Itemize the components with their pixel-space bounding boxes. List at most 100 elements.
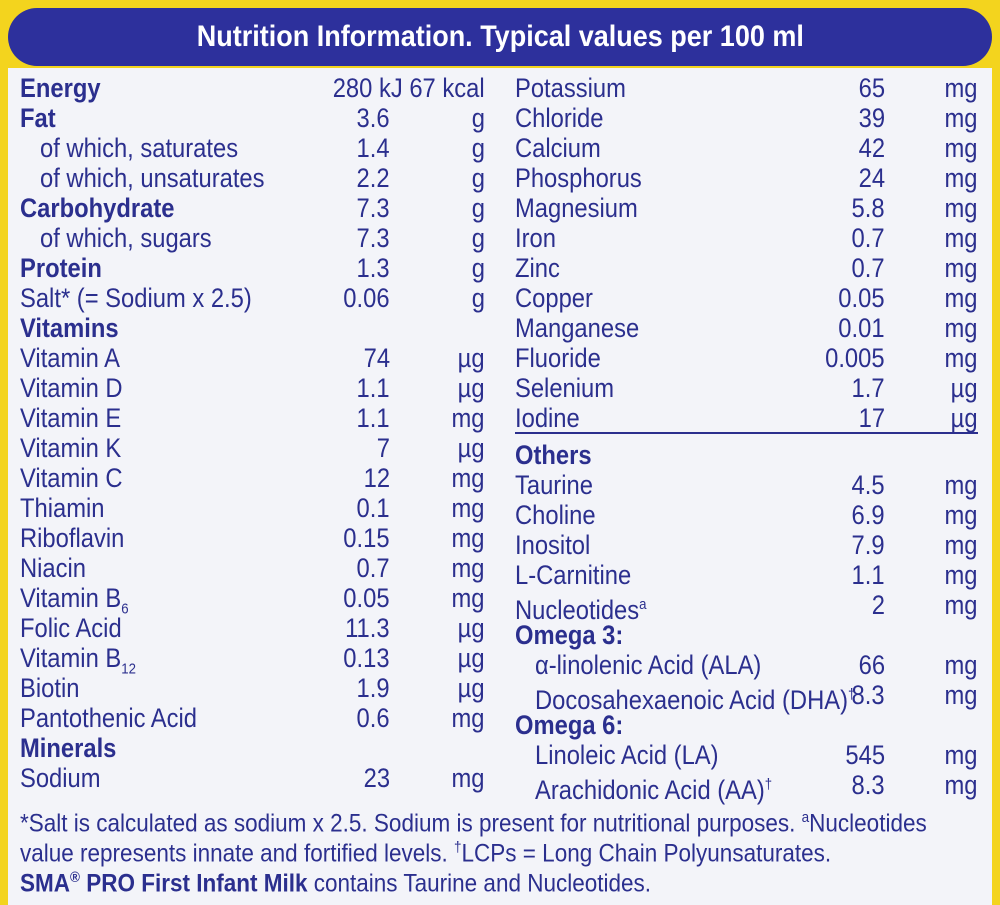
row-label: Arachidonic Acid (AA)† [535, 770, 772, 805]
row-value-cell: 0.1 [352, 493, 390, 523]
row-unit-text: mg [944, 103, 978, 133]
row-label-text: Vitamin D [20, 373, 123, 403]
row-unit-text: µg [458, 673, 485, 703]
row-unit-cell: mg [447, 703, 485, 733]
row-label-text: α-linolenic Acid (ALA) [535, 650, 762, 680]
row-label-cell: Potassium [515, 73, 641, 103]
row-unit-cell: mg [940, 500, 978, 530]
row-label-text: of which, saturates [40, 133, 239, 163]
row-label: Choline [515, 500, 596, 530]
row-value: 7.9 [852, 530, 885, 560]
row-label-text: Vitamin B [20, 643, 122, 673]
row-label: Magnesium [515, 193, 638, 223]
row-value-text: 5.8 [851, 193, 885, 223]
row-label-text: Copper [515, 283, 593, 313]
row-unit-cell: µg [947, 403, 978, 433]
row-value-text: 2.2 [356, 163, 390, 193]
row-unit-text: mg [944, 133, 978, 163]
row-value-cell: 1.4 [352, 133, 390, 163]
row-value-text: 65 [858, 73, 885, 103]
row-label: of which, sugars [40, 223, 212, 253]
row-label: Niacin [20, 553, 86, 583]
row-unit: mg [945, 253, 978, 283]
row-unit-cell: mg [447, 763, 485, 793]
row-value: 280 kJ 67 kcal [333, 73, 485, 103]
row-label-text: Vitamin A [20, 343, 120, 373]
row-value-text: 24 [858, 163, 885, 193]
row-label: Vitamin B12 [20, 643, 136, 684]
row-value: 17 [859, 403, 885, 433]
row-label-text: Inositol [515, 530, 591, 560]
row-unit: mg [945, 133, 978, 163]
row-label-cell: Energy [20, 73, 112, 103]
row-unit-text: µg [458, 433, 485, 463]
row-value-text: 2 [871, 590, 885, 620]
row-label-text: Arachidonic Acid (AA) [535, 775, 765, 805]
row-label: Nucleotidesa [515, 590, 646, 625]
row-label-cell: of which, sugars [40, 223, 235, 253]
row-label-text: Phosphorus [515, 163, 642, 193]
row-value-cell: 280 kJ 67 kcal [312, 73, 485, 103]
row-value-text: 11.3 [345, 613, 390, 643]
row-unit-cell: mg [940, 560, 978, 590]
row-unit-text: µg [458, 613, 485, 643]
row-value-cell: 0.7 [847, 223, 885, 253]
row-unit: mg [452, 553, 485, 583]
row-label-cell: Salt* (= Sodium x 2.5) [20, 283, 283, 313]
row-unit-text: mg [451, 403, 485, 433]
row-label-cell: Nucleotidesa [515, 590, 664, 625]
row-value: 7.3 [357, 193, 390, 223]
row-value-cell: 11.3 [339, 613, 390, 643]
row-label: Vitamin C [20, 463, 123, 493]
row-label-cell: Magnesium [515, 193, 655, 223]
row-label: Energy [20, 73, 101, 103]
row-value: 1.9 [357, 673, 390, 703]
footnote-line: value represents innate and fortified le… [20, 833, 921, 867]
row-label-text: Selenium [515, 373, 615, 403]
row-label-cell: Folic Acid [20, 613, 136, 643]
row-value: 0.7 [852, 223, 885, 253]
row-unit-cell: mg [940, 313, 978, 343]
footnote-line: *Salt is calculated as sodium x 2.5. Sod… [20, 803, 1000, 837]
row-unit: g [472, 103, 485, 133]
row-unit: mg [945, 163, 978, 193]
row-value: 1.7 [852, 373, 885, 403]
row-label-text: Vitamins [20, 313, 119, 343]
row-value-cell: 2.2 [352, 163, 390, 193]
row-value-text: 42 [858, 133, 885, 163]
row-unit: g [472, 223, 485, 253]
row-unit: µg [458, 613, 485, 643]
row-unit-cell: g [470, 223, 485, 253]
row-label-text: Iodine [515, 403, 580, 433]
row-label-cell: Sodium [20, 763, 112, 793]
row-label-text: Vitamin E [20, 403, 122, 433]
row-label-cell: of which, saturates [40, 133, 265, 163]
row-unit-cell: mg [940, 163, 978, 193]
row-label-text: Thiamin [20, 493, 105, 523]
row-value: 1.3 [357, 253, 390, 283]
row-value-cell: 1.7 [847, 373, 885, 403]
row-unit-cell: mg [940, 73, 978, 103]
row-label: Selenium [515, 373, 614, 403]
row-unit: mg [945, 73, 978, 103]
row-label: Vitamin A [20, 343, 120, 373]
row-value-cell: 17 [855, 403, 885, 433]
row-value-text: 74 [363, 343, 390, 373]
row-label: Iron [515, 223, 556, 253]
row-value-cell: 1.1 [847, 560, 885, 590]
row-unit-cell: mg [447, 523, 485, 553]
row-label-cell: Vitamin E [20, 403, 135, 433]
row-unit-cell: µg [454, 343, 485, 373]
row-value-cell: 0.7 [847, 253, 885, 283]
row-label-text: Choline [515, 500, 596, 530]
footnote: SMA® PRO First Infant Milk contains Taur… [20, 863, 651, 898]
row-label-cell: Others [515, 440, 602, 470]
row-unit: mg [452, 403, 485, 433]
row-label-cell: Minerals [20, 733, 130, 763]
row-label-text: Zinc [515, 253, 560, 283]
row-unit: g [472, 253, 485, 283]
row-value-text: 23 [363, 763, 390, 793]
row-value-text: 39 [858, 103, 885, 133]
row-label-cell: Biotin [20, 673, 88, 703]
row-value: 39 [859, 103, 885, 133]
